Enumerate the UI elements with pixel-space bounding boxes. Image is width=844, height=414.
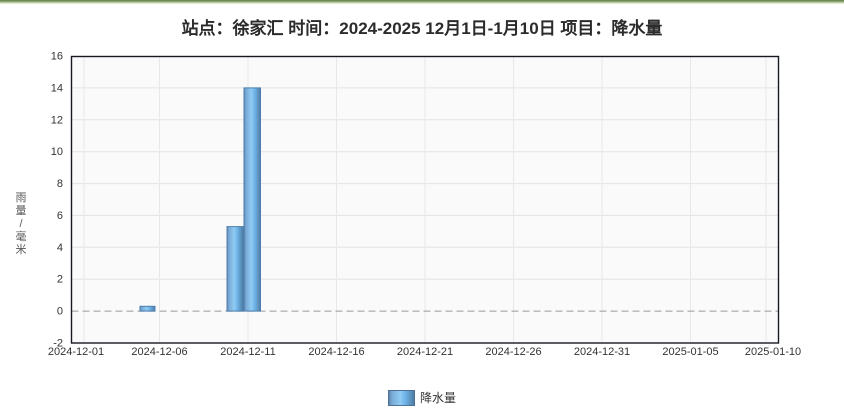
svg-text:16: 16 — [51, 51, 63, 63]
svg-text:4: 4 — [57, 242, 63, 254]
svg-text:2025-01-10: 2025-01-10 — [745, 346, 801, 358]
svg-text:14: 14 — [51, 82, 63, 94]
svg-text:2025-01-05: 2025-01-05 — [662, 346, 718, 358]
svg-text:0: 0 — [57, 306, 63, 318]
svg-text:2024-12-06: 2024-12-06 — [131, 346, 187, 358]
svg-text:12: 12 — [51, 114, 63, 126]
svg-text:2024-12-31: 2024-12-31 — [574, 346, 630, 358]
svg-text:6: 6 — [57, 210, 63, 222]
svg-text:2024-12-11: 2024-12-11 — [220, 346, 275, 358]
svg-text:10: 10 — [51, 146, 63, 158]
svg-text:2024-12-21: 2024-12-21 — [397, 346, 453, 358]
svg-text:2024-12-26: 2024-12-26 — [485, 346, 541, 358]
svg-text:2: 2 — [57, 274, 63, 286]
svg-text:8: 8 — [57, 178, 63, 190]
svg-text:2024-12-16: 2024-12-16 — [308, 346, 364, 358]
svg-text:2024-12-01: 2024-12-01 — [48, 346, 104, 358]
